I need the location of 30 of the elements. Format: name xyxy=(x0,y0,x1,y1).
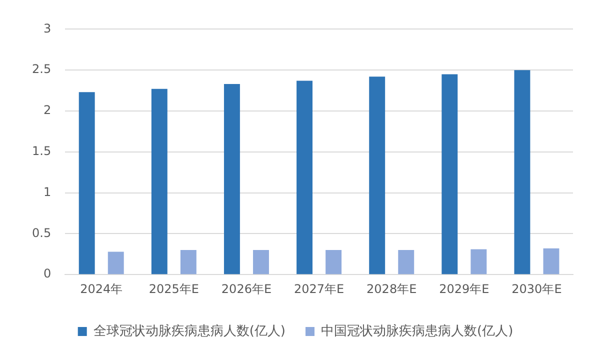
y-tick-label: 1 xyxy=(43,184,52,199)
bar xyxy=(151,88,168,274)
x-tick-label: 2024年 xyxy=(80,282,123,296)
y-tick-label: 3 xyxy=(43,21,52,36)
y-tick-label: 0.5 xyxy=(32,226,52,240)
x-tick-label: 2030年E xyxy=(512,282,562,296)
bar xyxy=(470,249,487,274)
bar xyxy=(398,250,414,274)
y-tick-label: 2 xyxy=(43,103,52,118)
legend-label: 全球冠状动脉疾病患病人数(亿人) xyxy=(93,324,286,339)
bar xyxy=(253,250,269,274)
bar xyxy=(369,76,386,274)
y-tick-label: 1.5 xyxy=(32,144,52,158)
x-tick-label: 2028年E xyxy=(366,282,417,296)
x-tick-label: 2026年E xyxy=(221,282,272,296)
x-tick-label: 2025年E xyxy=(148,282,199,296)
legend-label: 中国冠状动脉疾病患病人数(亿人) xyxy=(321,324,514,339)
y-tick-label: 2.5 xyxy=(32,62,52,76)
bar xyxy=(543,248,560,274)
y-tick-label: 0 xyxy=(43,266,52,281)
x-tick-label: 2027年E xyxy=(294,282,344,296)
bar xyxy=(78,92,95,274)
x-tick-label: 2029年E xyxy=(439,282,490,296)
bar xyxy=(224,84,240,274)
bar xyxy=(514,70,530,274)
bar xyxy=(180,250,196,274)
bar xyxy=(442,74,458,274)
bar xyxy=(108,252,124,274)
bar xyxy=(326,250,342,274)
bar xyxy=(296,80,313,274)
